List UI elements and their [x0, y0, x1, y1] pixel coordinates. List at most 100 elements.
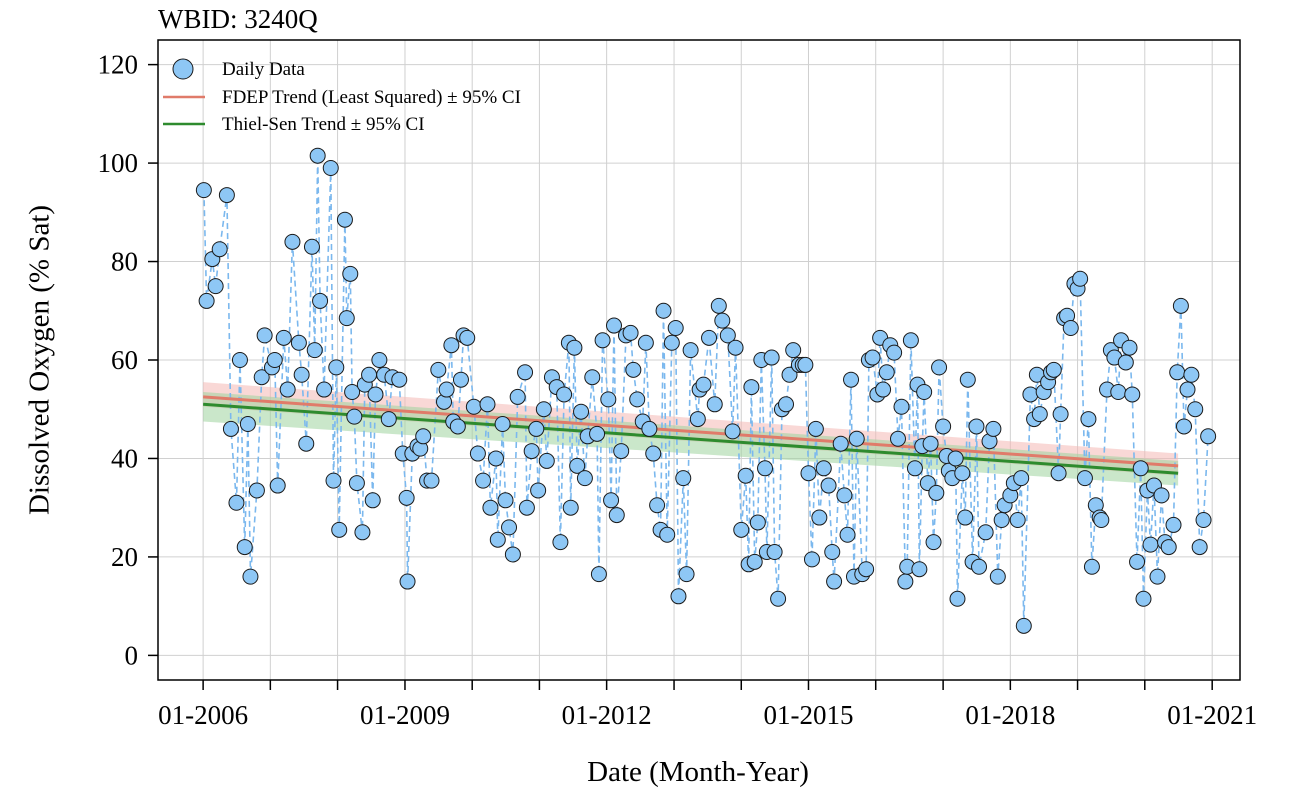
data-point	[906, 460, 923, 477]
data-point	[807, 420, 824, 437]
data-point	[606, 317, 623, 334]
data-point	[824, 544, 841, 560]
data-point	[993, 512, 1010, 528]
data-point	[469, 445, 486, 462]
data-point	[770, 590, 787, 607]
data-point	[475, 472, 492, 489]
data-point	[538, 452, 555, 469]
data-point	[878, 364, 895, 381]
legend: Daily Data FDEP Trend (Least Squared) ± 9…	[163, 58, 521, 135]
data-point	[989, 568, 1006, 585]
data-point	[1072, 270, 1089, 287]
data-point	[222, 420, 239, 437]
data-point	[290, 334, 307, 351]
trend-lines	[203, 395, 1179, 475]
data-point	[1149, 568, 1166, 585]
data-point	[916, 384, 933, 400]
data-point	[211, 241, 228, 258]
data-point	[1050, 465, 1067, 482]
y-axis-label: Dissolved Oxygen (% Sat)	[23, 204, 56, 516]
x-tick-label: 01-2012	[562, 700, 652, 730]
y-tick-label: 60	[111, 345, 138, 375]
data-point	[344, 384, 361, 400]
data-point	[645, 445, 662, 462]
data-point	[1080, 411, 1097, 428]
data-point	[589, 425, 606, 442]
data-point	[1076, 470, 1093, 487]
data-point	[298, 435, 315, 452]
data-point	[279, 381, 296, 398]
data-point	[501, 519, 518, 536]
data-point	[517, 364, 534, 381]
data-point	[312, 292, 329, 309]
data-point	[316, 381, 333, 398]
data-point	[1083, 558, 1100, 575]
data-point	[763, 349, 780, 366]
data-point	[303, 238, 320, 255]
data-point	[207, 278, 224, 295]
data-point	[1121, 339, 1138, 356]
x-tick-label: 01-2015	[763, 700, 853, 730]
data-point	[569, 457, 586, 474]
data-point	[348, 475, 365, 492]
data-point	[710, 297, 727, 314]
data-point	[925, 534, 942, 551]
data-point	[331, 521, 348, 538]
data-point	[338, 310, 355, 327]
legend-label-fdep: FDEP Trend (Least Squared) ± 95% CI	[222, 87, 521, 108]
data-point	[1179, 381, 1196, 398]
data-point	[641, 420, 658, 437]
data-point	[269, 477, 286, 494]
data-point	[535, 401, 552, 418]
data-point	[391, 371, 408, 388]
data-point	[430, 361, 447, 378]
data-point	[902, 332, 919, 349]
data-point	[613, 443, 630, 460]
data-point	[573, 403, 590, 420]
data-point	[1013, 470, 1030, 487]
data-point	[600, 391, 617, 408]
data-point	[785, 342, 802, 359]
legend-label-points: Daily Data	[222, 59, 305, 80]
data-point	[528, 420, 545, 437]
data-point	[415, 428, 432, 445]
y-tick-label: 20	[111, 542, 138, 572]
data-point	[479, 396, 496, 413]
x-tick-label: 01-2009	[360, 700, 450, 730]
y-tick-label: 100	[98, 148, 139, 178]
data-point	[367, 386, 384, 403]
data-point	[530, 482, 547, 499]
data-point	[1135, 590, 1152, 607]
data-point	[552, 534, 569, 551]
data-point	[438, 381, 455, 398]
data-point	[423, 472, 440, 489]
data-point	[675, 470, 692, 487]
data-point	[566, 339, 583, 356]
data-point	[1132, 460, 1149, 477]
data-point	[504, 546, 521, 563]
chart-title: WBID: 3240Q	[158, 4, 318, 34]
data-point	[1169, 364, 1186, 381]
data-point	[198, 292, 215, 309]
data-point	[242, 568, 259, 585]
data-point	[449, 418, 466, 435]
data-point	[322, 160, 339, 176]
x-tick-label: 01-2018	[965, 700, 1055, 730]
legend-marker-points	[172, 58, 194, 80]
data-point	[1142, 536, 1159, 553]
data-point	[1153, 487, 1170, 504]
data-point	[663, 334, 680, 351]
data-point	[487, 450, 504, 467]
data-point	[803, 551, 820, 568]
data-point	[380, 411, 397, 428]
data-point	[797, 356, 814, 373]
data-point	[1031, 406, 1048, 423]
data-point	[843, 371, 860, 388]
data-point	[826, 573, 843, 590]
data-point	[603, 492, 620, 509]
data-point	[971, 558, 988, 575]
data-point	[968, 418, 985, 435]
data-point	[928, 484, 945, 501]
data-point	[931, 359, 948, 376]
